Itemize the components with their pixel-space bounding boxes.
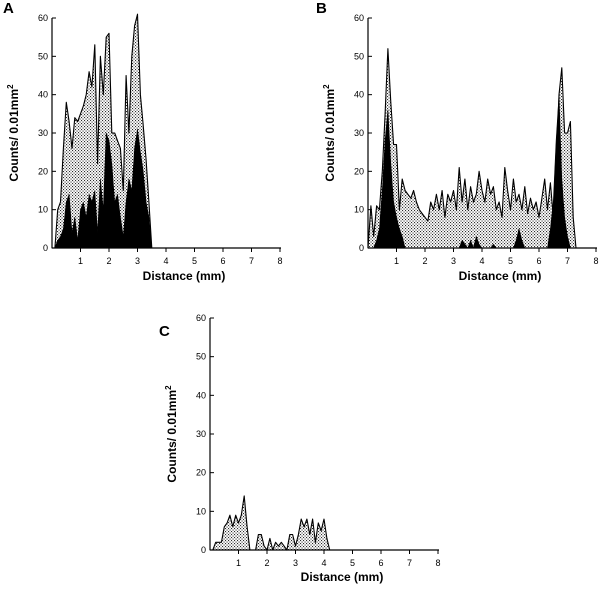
x-tick-label: 8 [277, 256, 282, 266]
x-tick-label: 2 [106, 256, 111, 266]
y-axis-title: Counts/ 0.01mm2 [6, 84, 21, 182]
x-tick-label: 5 [192, 256, 197, 266]
series-1-area-stippled [209, 495, 336, 551]
x-tick-label: 3 [135, 256, 140, 266]
y-tick-label: 0 [201, 545, 206, 555]
x-tick-label: 7 [565, 256, 570, 266]
y-tick-label: 10 [354, 205, 364, 215]
x-tick-label: 1 [394, 256, 399, 266]
x-tick-label: 3 [451, 256, 456, 266]
y-tick-label: 10 [38, 205, 48, 215]
y-tick-label: 30 [38, 128, 48, 138]
x-tick-label: 6 [378, 558, 383, 568]
x-axis-title: Distance (mm) [143, 269, 226, 283]
y-tick-label: 40 [38, 90, 48, 100]
x-tick-label: 4 [321, 558, 326, 568]
y-tick-label: 30 [196, 429, 206, 439]
series-1-area-stippled [367, 48, 577, 249]
y-axis-title-superscript: 2 [6, 84, 15, 89]
y-axis-title-text: Counts/ 0.01mm [323, 89, 337, 182]
panel-b: 0 10 20 30 40 50 60 1 2 3 4 5 6 7 8 B Distance (mm) Count… [316, 0, 599, 283]
x-tick-label: 8 [593, 256, 598, 266]
x-tick-label: 2 [422, 256, 427, 266]
x-tick-label: 4 [479, 256, 484, 266]
y-tick-label: 0 [43, 243, 48, 253]
y-tick-label: 40 [354, 90, 364, 100]
y-axis-title-text: Counts/ 0.01mm [165, 390, 179, 483]
y-axis-title-text: Counts/ 0.01mm [7, 89, 21, 182]
x-tick-label: 7 [407, 558, 412, 568]
x-axis-title: Distance (mm) [301, 570, 384, 584]
x-tick-label: 6 [536, 256, 541, 266]
x-tick-label: 6 [220, 256, 225, 266]
x-tick-label: 5 [350, 558, 355, 568]
y-tick-label: 10 [196, 506, 206, 516]
y-tick-label: 60 [196, 313, 206, 323]
x-axis-title: Distance (mm) [459, 269, 542, 283]
x-tick-label: 8 [435, 558, 440, 568]
panel-c: 0 10 20 30 40 50 60 1 2 3 4 5 6 7 8 C Distance (mm) Count… [159, 313, 441, 584]
y-tick-label: 0 [359, 243, 364, 253]
y-axis-title: Counts/ 0.01mm2 [164, 385, 179, 483]
y-tick-label: 20 [354, 166, 364, 176]
x-tick-label: 1 [236, 558, 241, 568]
y-tick-label: 60 [38, 13, 48, 23]
y-tick-label: 60 [354, 13, 364, 23]
panel-letter: A [3, 0, 14, 17]
y-axis-title-superscript: 2 [322, 84, 331, 89]
y-tick-label: 20 [196, 468, 206, 478]
x-tick-label: 4 [163, 256, 168, 266]
x-tick-label: 2 [264, 558, 269, 568]
y-tick-label: 50 [38, 51, 48, 61]
y-axis-title-superscript: 2 [164, 385, 173, 390]
x-tick-label: 5 [508, 256, 513, 266]
y-tick-label: 30 [354, 128, 364, 138]
x-tick-label: 3 [293, 558, 298, 568]
y-tick-label: 40 [196, 390, 206, 400]
panel-letter: B [316, 0, 327, 17]
panel-letter: C [159, 323, 170, 340]
y-tick-label: 50 [354, 51, 364, 61]
x-tick-label: 1 [78, 256, 83, 266]
y-axis-title: Counts/ 0.01mm2 [322, 84, 337, 182]
y-tick-label: 20 [38, 166, 48, 176]
x-tick-label: 7 [249, 256, 254, 266]
series-2-area-solid [51, 128, 155, 249]
panel-a: 0 10 20 30 40 50 60 1 2 3 4 5 6 7 8 A Distance (mm) Count… [3, 0, 283, 283]
y-tick-label: 50 [196, 352, 206, 362]
